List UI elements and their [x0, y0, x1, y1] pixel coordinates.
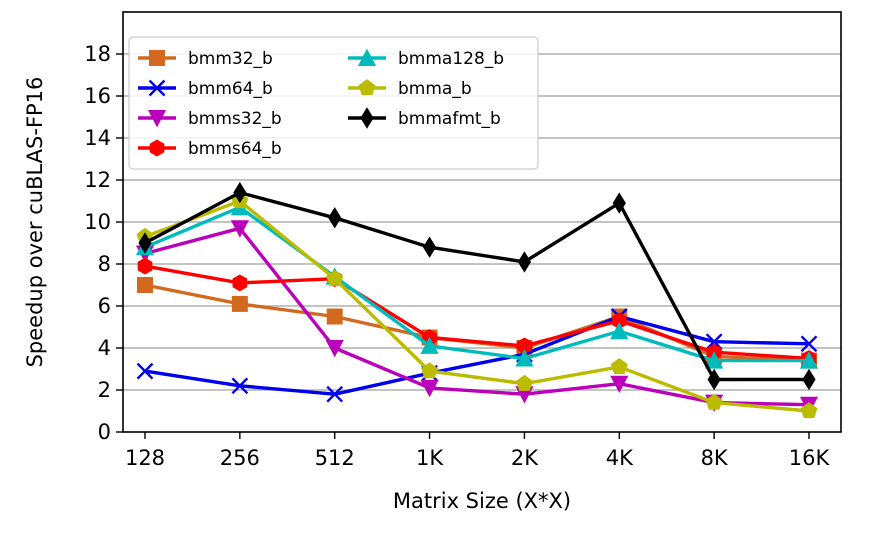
series-lines: [135, 181, 819, 419]
series-line: [144, 226, 810, 407]
legend-item: bmmafmt_b: [348, 107, 501, 129]
x-tick-label: 8K: [701, 446, 729, 470]
y-axis-label: Speedup over cuBLAS-FP16: [23, 77, 47, 368]
data-point: [326, 308, 343, 325]
data-point-stroke: [136, 362, 154, 380]
x-tick-label: 2K: [511, 446, 539, 470]
data-point: [147, 110, 167, 128]
y-tick-label: 4: [98, 336, 111, 360]
series-line: [144, 190, 809, 382]
data-point: [148, 79, 166, 97]
y-tick-label: 10: [84, 210, 111, 234]
data-point: [420, 336, 439, 354]
x-tick-label: 128: [125, 446, 165, 470]
series-bmma128_b: [135, 197, 819, 369]
data-point: [326, 385, 344, 403]
legend-label: bmms64_b: [188, 139, 282, 159]
legend-label: bmm32_b: [188, 49, 273, 69]
data-point: [358, 79, 376, 96]
y-tick-label: 2: [98, 378, 111, 402]
data-point-stroke: [231, 377, 249, 395]
y-tick-label: 8: [98, 252, 111, 276]
series-line: [144, 205, 809, 363]
data-point: [232, 274, 248, 292]
data-point: [326, 269, 344, 286]
legend-label: bmms32_b: [188, 109, 282, 129]
data-point: [800, 402, 818, 419]
data-point: [149, 139, 165, 157]
x-tick-label: 256: [220, 446, 260, 470]
data-point: [610, 321, 629, 340]
data-point-stroke: [148, 79, 166, 97]
legend-item: bmm64_b: [138, 79, 273, 99]
x-tick-label: 16K: [789, 446, 831, 470]
data-point: [612, 192, 626, 214]
legend-item: bmm32_b: [138, 49, 273, 69]
x-tick-label: 1K: [416, 446, 444, 470]
data-point: [517, 251, 532, 273]
data-point: [230, 220, 249, 238]
legend-item: bmms32_b: [138, 109, 282, 129]
y-tick-label: 18: [84, 42, 111, 66]
data-point: [138, 232, 152, 254]
data-point: [799, 351, 819, 369]
data-point: [515, 349, 534, 367]
data-point: [137, 277, 153, 293]
series-line: [144, 314, 810, 396]
y-tick-label: 0: [98, 420, 111, 444]
data-point: [325, 340, 344, 358]
legend-label: bmma128_b: [398, 49, 504, 69]
data-point: [610, 358, 628, 375]
data-point: [137, 257, 153, 275]
data-point: [610, 375, 629, 394]
data-point: [705, 393, 723, 410]
y-tick-label: 12: [84, 168, 111, 192]
legend-box: [128, 36, 539, 170]
data-point: [707, 368, 721, 391]
data-point: [233, 181, 247, 204]
data-point: [360, 107, 374, 129]
x-axis-label: Matrix Size (X*X): [393, 489, 571, 513]
axes: 0 2 4 6 8 10 12 14 16 18 128 256 512 1K 2K 4K 8K 16K: [84, 42, 830, 470]
legend-label: bmma_b: [398, 79, 472, 99]
legend: bmm32_b bmm64_b bmms32_b bmms64_b bmma128_bb…: [128, 36, 539, 170]
x-tick-label: 512: [315, 446, 355, 470]
data-point-stroke: [800, 335, 818, 353]
legend-label: bmmafmt_b: [398, 109, 501, 129]
series-bmms64_b: [137, 257, 817, 367]
data-point: [422, 236, 437, 258]
data-point: [705, 351, 724, 369]
data-point: [136, 362, 154, 380]
legend-item: bmma128_b: [348, 48, 504, 69]
data-point: [231, 377, 249, 395]
legend-item: bmma_b: [348, 79, 472, 99]
y-tick-label: 14: [84, 126, 111, 150]
series-line: [144, 199, 810, 413]
data-point-stroke: [326, 385, 344, 403]
legend-item: bmms64_b: [138, 139, 282, 159]
data-point: [515, 374, 533, 391]
data-point: [802, 368, 816, 391]
data-point: [149, 50, 165, 66]
data-point: [800, 335, 818, 353]
data-point: [328, 207, 342, 229]
series-bmmafmt_b: [138, 181, 816, 391]
y-tick-label: 6: [98, 294, 111, 318]
x-tick-label: 4K: [606, 446, 634, 470]
data-point: [421, 362, 439, 379]
legend-label: bmm64_b: [188, 79, 273, 99]
data-point: [231, 295, 248, 312]
data-point: [420, 379, 439, 398]
data-point: [357, 48, 377, 66]
y-tick-label: 16: [84, 84, 111, 108]
